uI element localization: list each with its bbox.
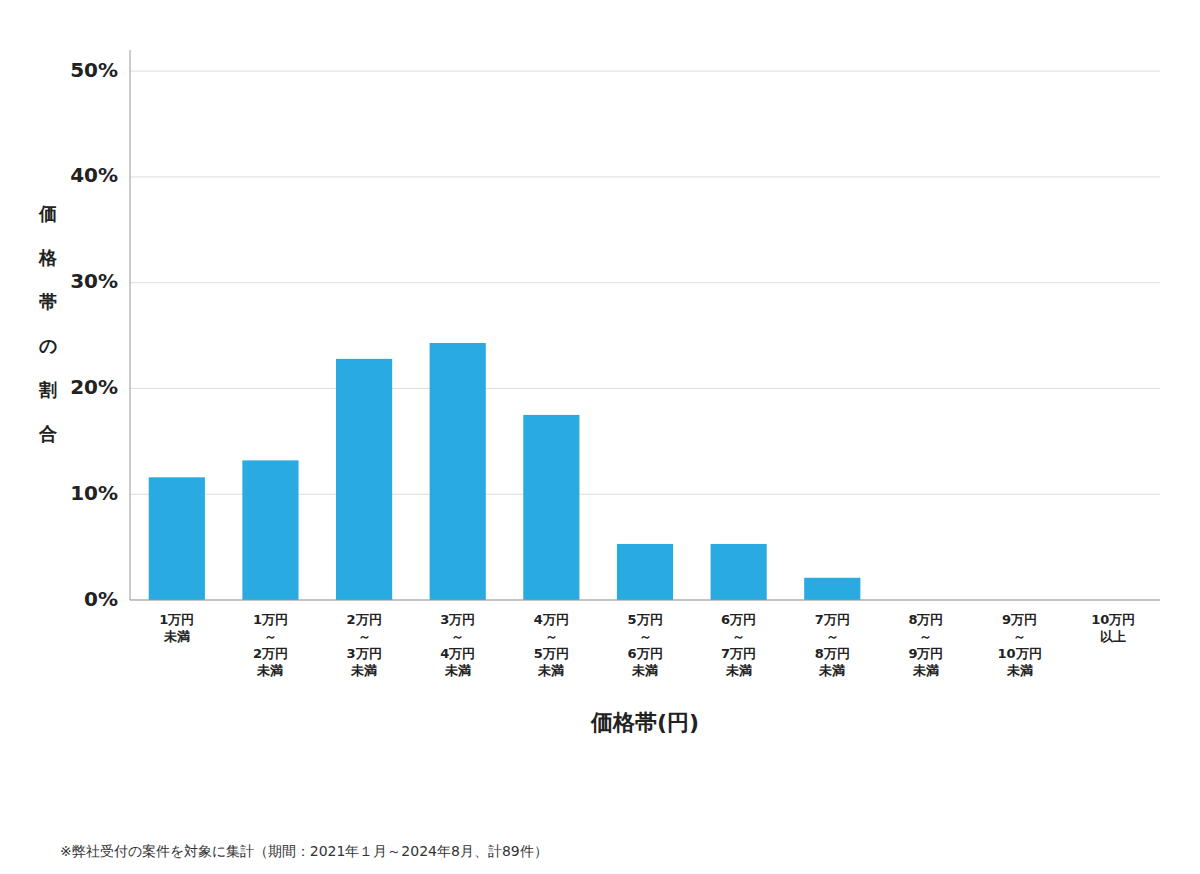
x-tick-line: 未満 bbox=[256, 663, 283, 678]
grid-line bbox=[130, 282, 1160, 283]
y-axis-label: 価格帯の割合 bbox=[38, 203, 58, 444]
x-axis-line bbox=[130, 600, 1160, 601]
x-tick-label: 9万円 ～ 10万円未満 bbox=[997, 612, 1041, 678]
x-tick-line: ～ bbox=[919, 629, 932, 644]
y-label-char: の bbox=[39, 335, 57, 356]
x-tick-line: 9万円 bbox=[1002, 612, 1037, 627]
bar bbox=[149, 477, 205, 600]
x-tick-line: 未満 bbox=[631, 663, 658, 678]
footnote: ※弊社受付の案件を対象に集計（期間：2021年１月～2024年8月、計89件） bbox=[60, 843, 548, 859]
x-tick-line: 8万円 bbox=[908, 612, 943, 627]
x-tick-line: ～ bbox=[358, 629, 371, 644]
x-tick-line: 8万円 bbox=[815, 646, 850, 661]
grid-line bbox=[130, 71, 1160, 72]
y-tick-label: 50% bbox=[70, 58, 118, 82]
y-tick-label: 0% bbox=[84, 587, 118, 611]
x-axis-label: 価格帯(円) bbox=[590, 710, 699, 735]
y-axis-line bbox=[130, 50, 131, 600]
grid bbox=[130, 71, 1160, 600]
x-tick-line: ～ bbox=[639, 629, 652, 644]
x-tick-label: 4万円 ～ 5万円未満 bbox=[534, 612, 569, 678]
x-tick-line: 10万円 bbox=[1091, 612, 1135, 627]
x-tick-line: 4万円 bbox=[440, 646, 475, 661]
x-tick-line: 3万円 bbox=[347, 646, 382, 661]
x-tick-line: ～ bbox=[732, 629, 745, 644]
x-tick-line: 未満 bbox=[163, 629, 190, 644]
x-tick-line: 未満 bbox=[444, 663, 471, 678]
bars bbox=[149, 343, 861, 600]
x-tick-line: 1万円 bbox=[253, 612, 288, 627]
x-tick-line: ～ bbox=[1013, 629, 1026, 644]
x-tick-line: 2万円 bbox=[347, 612, 382, 627]
x-tick-line: 3万円 bbox=[440, 612, 475, 627]
bar bbox=[523, 415, 579, 600]
x-tick-line: 1万円 bbox=[159, 612, 194, 627]
x-tick-line: 未満 bbox=[912, 663, 939, 678]
y-label-char: 帯 bbox=[39, 291, 57, 312]
x-tick-line: ～ bbox=[451, 629, 464, 644]
y-tick-label: 20% bbox=[70, 375, 118, 399]
x-tick-line: 5万円 bbox=[627, 612, 662, 627]
bar bbox=[430, 343, 486, 600]
x-tick-label: 7万円 ～ 8万円未満 bbox=[815, 612, 850, 678]
bar bbox=[617, 544, 673, 600]
x-tick-label: 10万円以上 bbox=[1091, 612, 1135, 644]
x-tick-line: 未満 bbox=[1006, 663, 1033, 678]
x-tick-line: 2万円 bbox=[253, 646, 288, 661]
x-tick-line: 未満 bbox=[537, 663, 564, 678]
y-label-char: 割 bbox=[38, 379, 57, 400]
x-tick-line: 未満 bbox=[350, 663, 377, 678]
x-tick-line: 5万円 bbox=[534, 646, 569, 661]
bar bbox=[336, 359, 392, 600]
y-label-char: 合 bbox=[38, 423, 57, 444]
x-tick-label: 2万円 ～ 3万円未満 bbox=[347, 612, 382, 678]
x-tick-label: 6万円 ～ 7万円未満 bbox=[721, 612, 756, 678]
x-tick-label: 8万円 ～ 9万円未満 bbox=[908, 612, 943, 678]
x-tick-line: 7万円 bbox=[815, 612, 850, 627]
x-tick-line: 6万円 bbox=[721, 612, 756, 627]
x-tick-label: 1万円 ～ 2万円未満 bbox=[253, 612, 288, 678]
bar bbox=[711, 544, 767, 600]
x-tick-line: ～ bbox=[545, 629, 558, 644]
x-tick-line: 9万円 bbox=[908, 646, 943, 661]
y-tick-label: 30% bbox=[70, 269, 118, 293]
x-tick-line: 6万円 bbox=[627, 646, 662, 661]
y-label-char: 価 bbox=[38, 203, 57, 224]
bar bbox=[242, 460, 298, 600]
x-tick-line: 4万円 bbox=[534, 612, 569, 627]
x-tick-line: 未満 bbox=[818, 663, 845, 678]
y-tick-label: 40% bbox=[70, 163, 118, 187]
x-tick-line: 7万円 bbox=[721, 646, 756, 661]
x-tick-line: 以上 bbox=[1100, 629, 1126, 644]
x-tick-line: 10万円 bbox=[997, 646, 1041, 661]
x-tick-label: 3万円 ～ 4万円未満 bbox=[440, 612, 475, 678]
chart: 0%10%20%30%40%50%1万円未満1万円～2万円未満2万円～3万円未満… bbox=[0, 0, 1200, 874]
grid-line bbox=[130, 388, 1160, 389]
y-label-char: 格 bbox=[38, 247, 58, 268]
x-tick-line: ～ bbox=[826, 629, 839, 644]
x-tick-line: ～ bbox=[264, 629, 277, 644]
y-tick-label: 10% bbox=[70, 481, 118, 505]
grid-line bbox=[130, 600, 1160, 601]
x-tick-label: 5万円 ～ 6万円未満 bbox=[627, 612, 662, 678]
bar bbox=[804, 578, 860, 600]
x-tick-line: 未満 bbox=[725, 663, 752, 678]
x-tick-label: 1万円未満 bbox=[159, 612, 194, 644]
grid-line bbox=[130, 176, 1160, 177]
